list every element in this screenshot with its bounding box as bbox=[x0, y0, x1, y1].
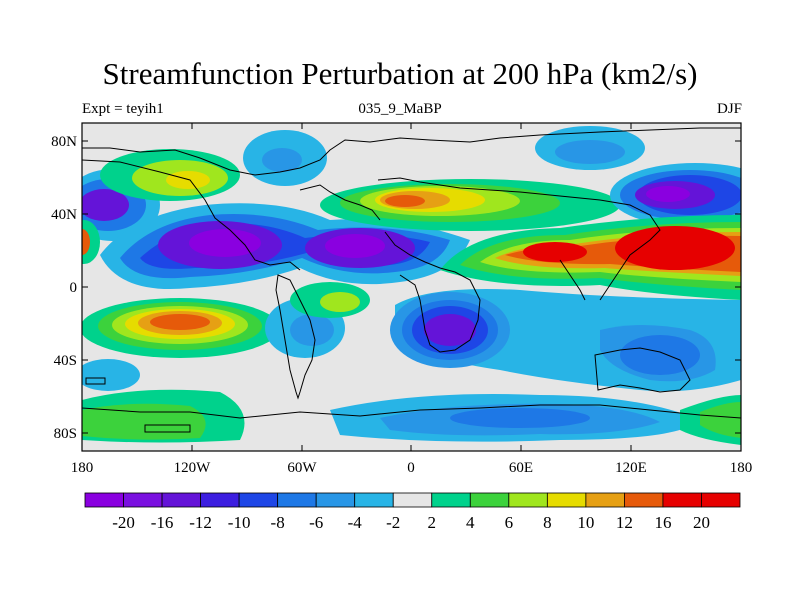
colorbar-label: 6 bbox=[505, 513, 514, 532]
lon-label-180e: 180 bbox=[730, 460, 753, 476]
colorbar-swatch bbox=[200, 492, 240, 508]
run-label: 035_9_MaBP bbox=[358, 101, 442, 117]
colorbar-swatch bbox=[508, 492, 548, 508]
contour-field bbox=[82, 126, 741, 445]
colorbar-swatch bbox=[392, 492, 433, 508]
colorbar-label: -8 bbox=[271, 513, 285, 532]
lat-label-eq: 0 bbox=[70, 280, 78, 296]
colorbar-swatch bbox=[431, 492, 471, 508]
colorbar-label: 10 bbox=[577, 513, 594, 532]
lat-label-40n: 40N bbox=[51, 207, 77, 223]
colorbar: -20 -16 -12 -10 -8 -6 -4 -2 2 4 6 8 10 12 16 20 bbox=[84, 492, 741, 532]
colorbar-label: 8 bbox=[543, 513, 552, 532]
coastlines bbox=[82, 127, 741, 433]
lat-label-80n: 80N bbox=[51, 134, 77, 150]
colorbar-swatch bbox=[238, 492, 279, 508]
colorbar-label: -16 bbox=[151, 513, 174, 532]
colorbar-label: -10 bbox=[228, 513, 251, 532]
colorbar-label: 4 bbox=[466, 513, 475, 532]
colorbar-label: -12 bbox=[189, 513, 212, 532]
colorbar-label: 20 bbox=[693, 513, 710, 532]
colorbar-label: 2 bbox=[428, 513, 437, 532]
colorbar-swatch bbox=[354, 492, 394, 508]
colorbar-swatch bbox=[315, 492, 356, 508]
season-label: DJF bbox=[716, 101, 742, 117]
colorbar-label: -20 bbox=[112, 513, 135, 532]
colorbar-label: 12 bbox=[616, 513, 633, 532]
colorbar-swatch bbox=[662, 492, 702, 508]
colorbar-swatch bbox=[277, 492, 317, 508]
colorbar-swatch bbox=[161, 492, 201, 508]
colorbar-swatch bbox=[701, 492, 741, 508]
lon-label-60e: 60E bbox=[509, 460, 533, 476]
lon-label-0: 0 bbox=[407, 460, 415, 476]
colorbar-swatch bbox=[123, 492, 163, 508]
colorbar-swatch bbox=[469, 492, 510, 508]
colorbar-swatch bbox=[546, 492, 587, 508]
lon-label-120w: 120W bbox=[174, 460, 212, 476]
axis-ticks bbox=[81, 123, 742, 451]
colorbar-swatch bbox=[585, 492, 625, 508]
map-title: Streamfunction Perturbation at 200 hPa (… bbox=[102, 56, 698, 91]
colorbar-label: 16 bbox=[654, 513, 671, 532]
colorbar-swatch bbox=[84, 492, 124, 508]
lon-label-120e: 120E bbox=[615, 460, 647, 476]
colorbar-label: -6 bbox=[309, 513, 323, 532]
lon-label-60w: 60W bbox=[287, 460, 317, 476]
lat-label-40s: 40S bbox=[54, 353, 77, 369]
lat-label-80s: 80S bbox=[54, 426, 77, 442]
colorbar-swatch bbox=[624, 492, 664, 508]
colorbar-label: -2 bbox=[386, 513, 400, 532]
lon-label-180w: 180 bbox=[71, 460, 94, 476]
experiment-label: Expt = teyih1 bbox=[82, 101, 164, 117]
colorbar-label: -4 bbox=[348, 513, 363, 532]
